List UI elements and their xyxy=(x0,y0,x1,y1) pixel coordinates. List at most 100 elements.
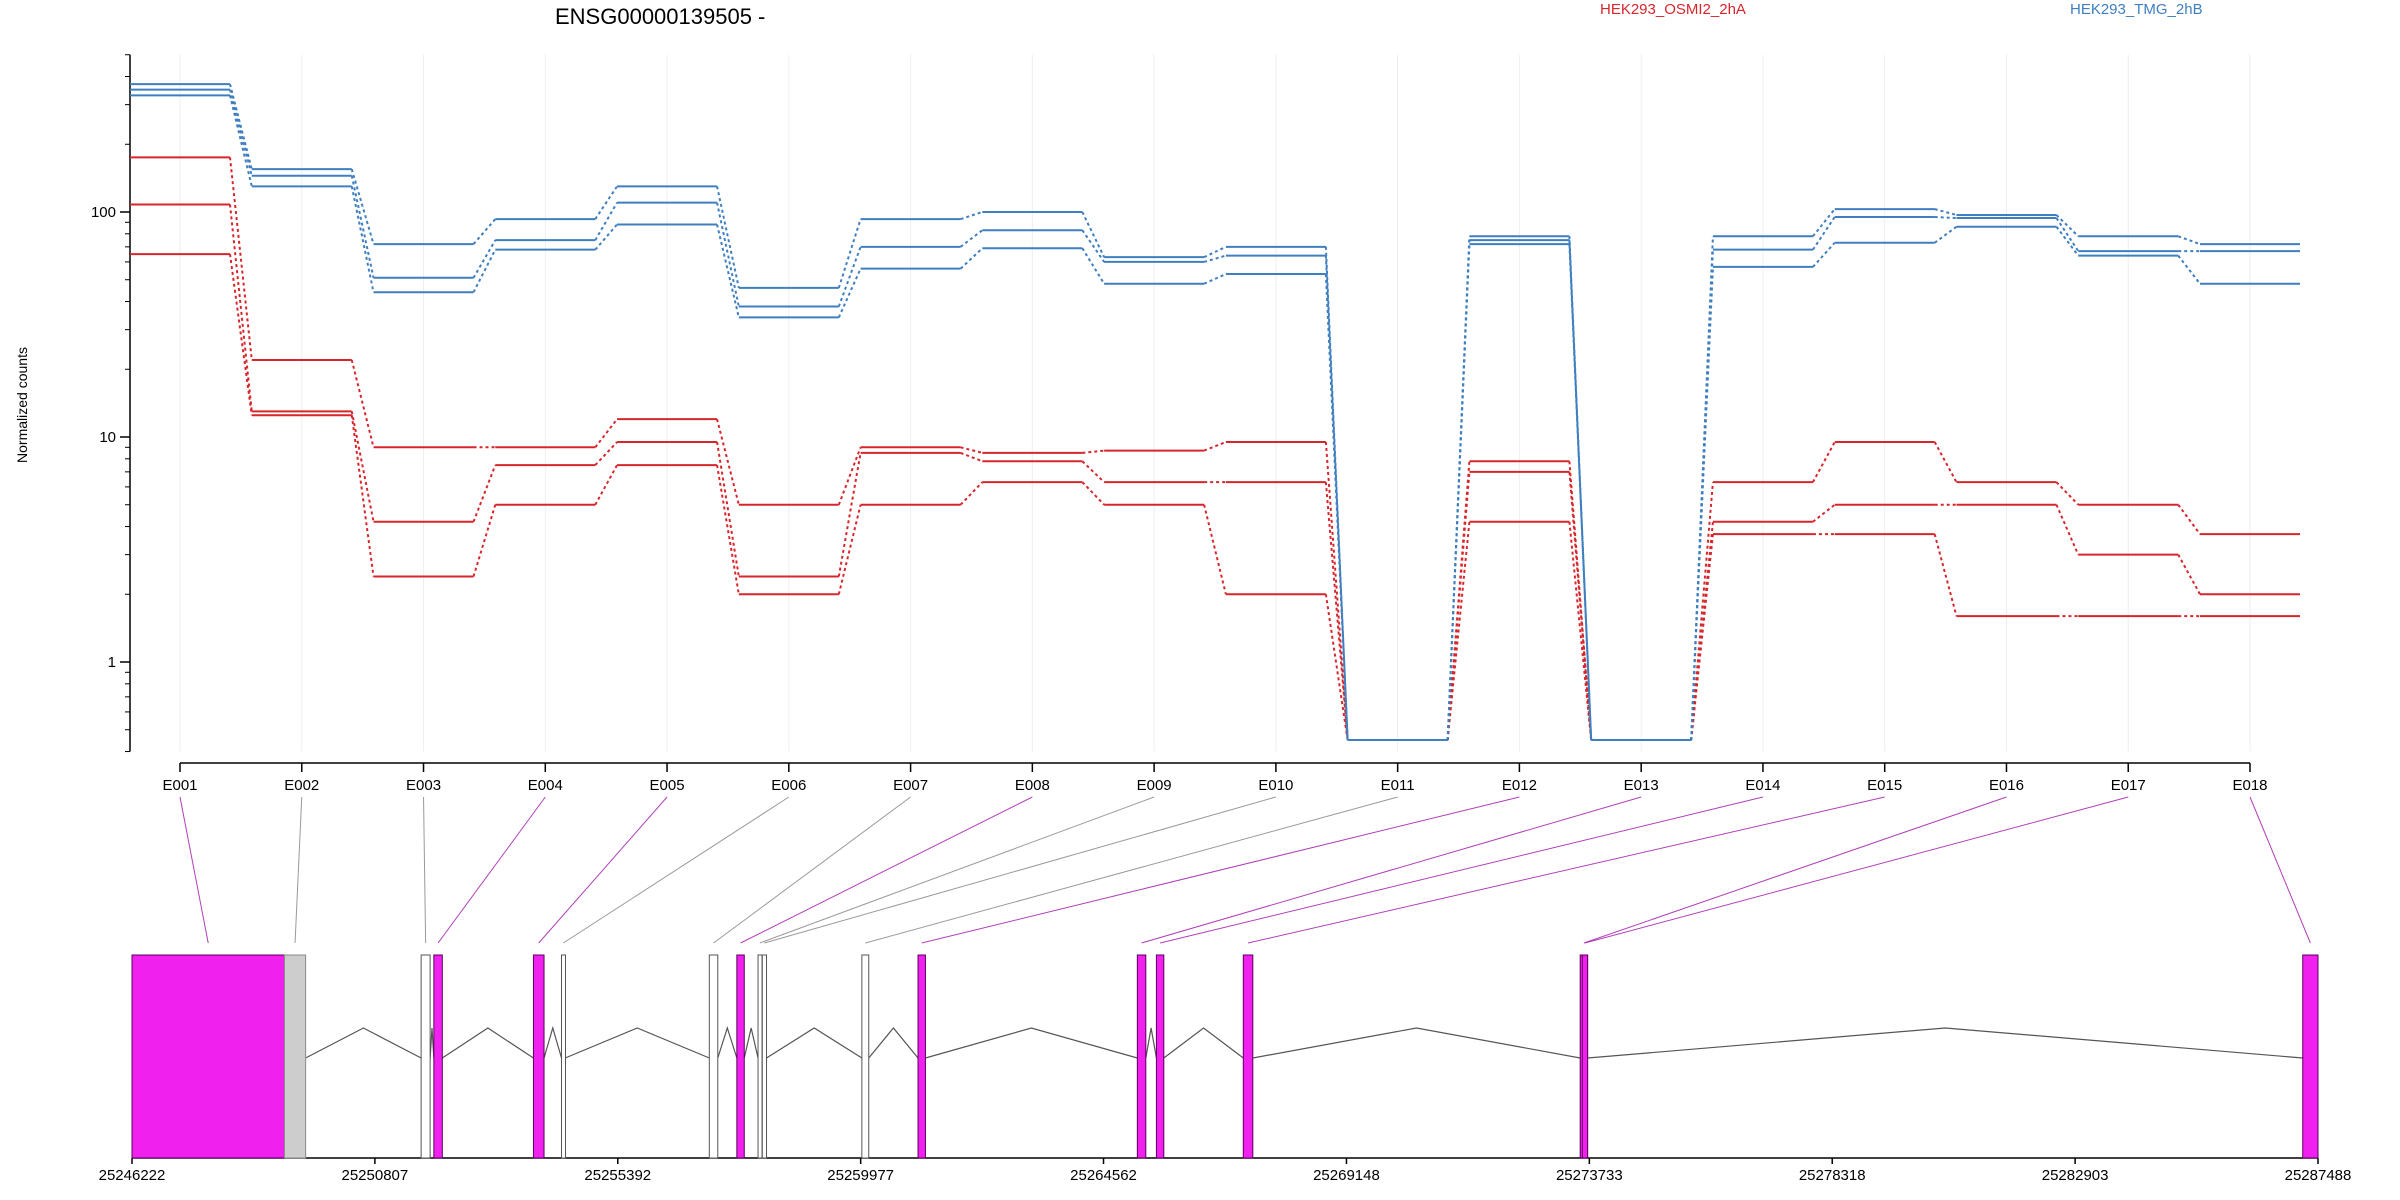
series-transition xyxy=(2177,254,2201,285)
exon-E011 xyxy=(861,954,870,1159)
series-transition xyxy=(716,186,740,289)
series-transition xyxy=(837,504,862,595)
exon-E015 xyxy=(1242,954,1254,1159)
series-transition xyxy=(837,452,862,577)
series-transition xyxy=(716,418,740,505)
x-tick-label: E007 xyxy=(893,777,928,794)
series-transition xyxy=(350,415,375,577)
x-tick-label: E002 xyxy=(284,777,319,794)
series-transition xyxy=(2177,504,2201,535)
intron xyxy=(441,1027,534,1059)
exon-E008 xyxy=(736,954,745,1159)
connector-E012 xyxy=(921,796,1520,944)
series-transition xyxy=(472,249,497,293)
exon-E009 xyxy=(757,954,763,1159)
gridlines xyxy=(179,54,2251,752)
exon-E012 xyxy=(917,954,926,1159)
connector-E010 xyxy=(764,796,1277,944)
series-transition xyxy=(837,246,862,307)
series-transition xyxy=(472,218,497,245)
connector-E002 xyxy=(294,796,303,944)
series-transition xyxy=(1446,244,1471,741)
exon-E014 xyxy=(1155,954,1165,1159)
x-tick-label: E017 xyxy=(2111,777,2146,794)
series-5 xyxy=(130,94,2300,742)
y-tick-label: 10 xyxy=(99,429,116,446)
series-transition xyxy=(472,464,497,523)
intron xyxy=(1145,1027,1157,1059)
series-transition xyxy=(1203,254,1227,263)
series-transition xyxy=(716,441,740,577)
genomic-tick-label: 25264562 xyxy=(1070,1167,1137,1184)
series-transition xyxy=(1081,211,1106,258)
series-transition xyxy=(959,481,984,506)
series-transition xyxy=(472,504,497,577)
series-3 xyxy=(130,83,2300,742)
x-tick-label: E004 xyxy=(528,777,563,794)
series-transition xyxy=(959,229,983,248)
series-transition xyxy=(960,446,983,454)
series-lines xyxy=(130,83,2300,742)
series-transition xyxy=(2055,226,2080,257)
series-transition xyxy=(1934,225,1958,244)
connector-E013 xyxy=(1141,796,1642,944)
series-transition xyxy=(229,253,253,416)
x-tick-label: E016 xyxy=(1989,777,2024,794)
intron xyxy=(743,1027,759,1059)
series-transition xyxy=(229,204,253,412)
intron xyxy=(543,1025,563,1059)
legend-entry-osmi: HEK293_OSMI2_2hA xyxy=(1600,1,1746,18)
y-tick-label: 100 xyxy=(91,204,116,221)
x-tick-label: E010 xyxy=(1258,777,1293,794)
chart-title: ENSG00000139505 - xyxy=(555,4,765,29)
connector-E014 xyxy=(1159,796,1764,944)
series-transition xyxy=(350,168,375,245)
series-transition xyxy=(1082,449,1105,454)
exon-E005 xyxy=(532,954,545,1159)
series-transition xyxy=(1812,242,1836,268)
connector-E007 xyxy=(713,796,911,944)
series-4 xyxy=(130,88,2300,742)
genomic-tick-label: 25269148 xyxy=(1313,1167,1380,1184)
exon-connectors xyxy=(179,796,2311,944)
x-tick-label: E014 xyxy=(1745,777,1780,794)
series-transition xyxy=(594,185,618,220)
connector-E018 xyxy=(2249,796,2311,944)
connector-E009 xyxy=(759,796,1155,944)
x-tick-label: E006 xyxy=(771,777,806,794)
genomic-tick-label: 25282903 xyxy=(2042,1167,2109,1184)
intron xyxy=(717,1026,738,1059)
series-transition xyxy=(960,451,983,463)
series-1 xyxy=(130,203,2300,742)
x-tick-label: E012 xyxy=(1502,777,1537,794)
series-transition xyxy=(1568,240,1593,741)
series-transition xyxy=(2177,235,2201,246)
x-tick-label: E015 xyxy=(1867,777,1902,794)
series-transition xyxy=(2177,554,2201,595)
series-transition xyxy=(1324,441,1349,741)
genomic-tick-label: 25278318 xyxy=(1799,1167,1866,1184)
series-transition xyxy=(1933,441,1958,483)
series-transition xyxy=(1081,460,1105,483)
series-transition xyxy=(229,83,253,170)
series-transition xyxy=(1812,441,1836,483)
connector-E003 xyxy=(423,796,427,944)
genomic-tick-label: 25273733 xyxy=(1556,1167,1623,1184)
genomic-tick-label: 25246222 xyxy=(99,1167,166,1184)
series-transition xyxy=(1690,266,1714,741)
series-transition xyxy=(1446,240,1471,741)
series-transition xyxy=(1324,482,1349,741)
x-tick-label: E018 xyxy=(2232,777,2267,794)
gene-model: 25246222 25250807 25255392 25259977 25264562… xyxy=(99,954,2351,1184)
series-transition xyxy=(1812,216,1836,251)
series-transition xyxy=(1203,504,1227,595)
series-transition xyxy=(350,411,375,522)
series-transition xyxy=(1568,244,1593,741)
intron xyxy=(1163,1027,1244,1059)
series-transition xyxy=(594,418,618,448)
connector-E006 xyxy=(563,796,790,944)
connector-E004 xyxy=(437,796,546,944)
series-transition xyxy=(2055,504,2080,556)
series-transition xyxy=(2055,217,2080,252)
